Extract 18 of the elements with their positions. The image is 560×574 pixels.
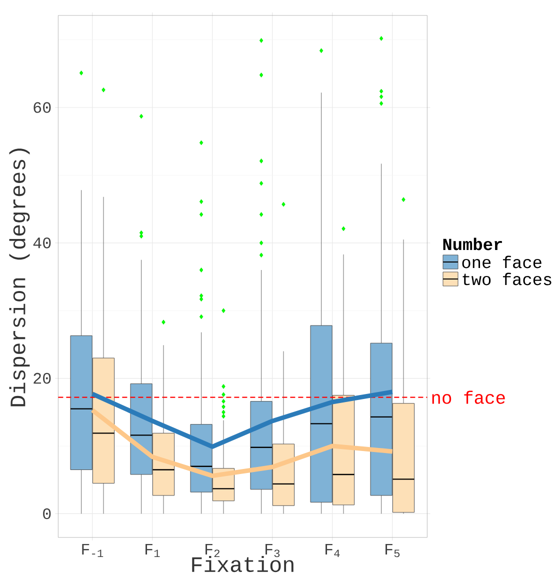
y-tick-label: 60 xyxy=(34,102,51,113)
x-tick-label: F$_{4}$ xyxy=(326,544,340,558)
ref-line-label: no face xyxy=(432,390,505,404)
y-tick-label: 0 xyxy=(43,508,51,520)
text: two faces xyxy=(462,272,552,286)
x-tick-label: F$_{1}$ xyxy=(146,544,160,558)
line-series xyxy=(90,408,395,478)
x-tick-label: F$_{5}$ xyxy=(386,544,400,558)
y-tick-label: 20 xyxy=(34,372,51,384)
text: one face xyxy=(462,256,542,268)
x-tick-label: F$_{2}$ xyxy=(206,544,220,558)
x-tick-label: F$_{-1}$ xyxy=(82,544,104,558)
line-series xyxy=(90,390,395,449)
y-tick-label: 40 xyxy=(33,238,51,248)
legend-title: Number xyxy=(443,238,502,250)
x-axis-title: Fixation xyxy=(192,556,294,572)
y-axis-title: Dispersion (degrees) xyxy=(9,148,30,406)
x-tick-label: F$_{3}$ xyxy=(266,544,280,558)
